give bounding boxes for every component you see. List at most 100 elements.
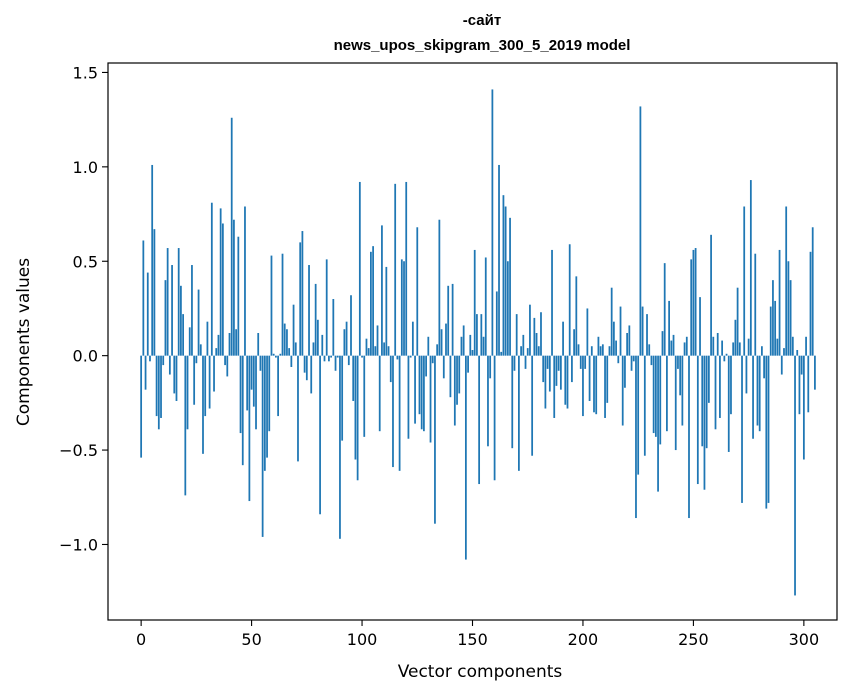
y-tick-label: 0.0 [73, 347, 98, 366]
bar-206 [595, 355, 598, 415]
bar-276 [749, 180, 752, 356]
bar-128 [423, 355, 425, 432]
bar-108 [378, 355, 381, 432]
bar-94 [347, 355, 350, 366]
bar-83 [323, 355, 326, 362]
x-axis-title: Vector components [398, 662, 563, 682]
bar-172 [520, 346, 522, 356]
bar-95 [350, 295, 352, 356]
bar-18 [180, 285, 182, 356]
y-tick-label: −1.0 [59, 535, 98, 554]
bar-81 [319, 355, 321, 515]
bar-268 [732, 342, 735, 356]
y-tick-label: 1.5 [73, 63, 98, 82]
bar-8 [157, 355, 160, 430]
bar-169 [513, 355, 516, 371]
bar-149 [469, 334, 472, 356]
bar-67 [288, 348, 291, 356]
bar-298 [798, 355, 801, 415]
bar-69 [292, 304, 295, 356]
bar-112 [387, 346, 390, 356]
x-tick-label: 300 [789, 630, 820, 649]
bar-296 [794, 355, 796, 596]
bar-290 [780, 355, 783, 375]
bar-301 [805, 336, 807, 356]
bar-192 [564, 355, 567, 405]
bar-264 [723, 355, 726, 362]
bar-303 [809, 251, 812, 356]
bar-168 [511, 355, 514, 449]
bar-167 [509, 217, 511, 356]
bar-113 [389, 355, 392, 383]
bar-40 [228, 333, 231, 356]
bar-98 [356, 355, 359, 481]
bar-137 [442, 355, 445, 379]
bar-10 [162, 355, 165, 366]
bar-35 [217, 334, 220, 356]
bar-198 [577, 344, 580, 356]
x-tick-label: 0 [136, 630, 146, 649]
bar-141 [451, 283, 454, 356]
bar-51 [252, 355, 255, 407]
bar-179 [535, 333, 538, 356]
bar-145 [460, 336, 463, 356]
bar-174 [524, 355, 527, 369]
bar-86 [330, 355, 332, 358]
bar-5 [151, 164, 154, 356]
bar-20 [184, 355, 187, 496]
bar-92 [343, 329, 346, 356]
bar-3 [146, 272, 149, 356]
chart-title-line2: news_upos_skipgram_300_5_2019 model [334, 37, 631, 54]
bars-group [140, 89, 816, 596]
bar-232 [652, 355, 655, 434]
y-tick-label: 0.5 [73, 252, 98, 271]
bar-85 [328, 355, 330, 362]
bar-238 [666, 355, 668, 432]
bar-148 [467, 355, 469, 373]
bar-199 [579, 355, 582, 369]
bar-214 [613, 321, 615, 356]
bar-68 [290, 355, 293, 367]
bar-302 [807, 355, 810, 413]
bar-116 [396, 355, 399, 360]
bar-139 [447, 285, 450, 356]
bar-101 [363, 355, 366, 437]
bar-235 [659, 355, 662, 445]
bar-131 [429, 355, 432, 443]
bar-190 [559, 355, 562, 390]
bar-189 [557, 355, 560, 371]
bar-126 [418, 355, 421, 415]
bar-251 [694, 248, 697, 356]
bar-259 [712, 336, 715, 356]
bar-193 [566, 355, 569, 409]
bar-41 [230, 117, 233, 356]
bar-59 [270, 255, 273, 356]
bar-63 [279, 353, 282, 356]
bar-11 [164, 280, 167, 356]
bar-151 [473, 249, 476, 356]
bar-202 [586, 308, 589, 356]
bar-60 [272, 353, 275, 356]
bar-288 [776, 338, 779, 356]
bar-216 [617, 355, 620, 364]
bar-22 [188, 327, 191, 356]
bar-205 [593, 355, 595, 413]
bar-171 [518, 355, 520, 471]
bar-27 [199, 344, 202, 356]
bar-228 [643, 355, 646, 456]
bar-9 [160, 355, 162, 418]
bar-222 [630, 355, 633, 371]
bar-78 [312, 342, 315, 356]
bar-66 [286, 329, 288, 356]
plot-frame [107, 62, 838, 621]
bar-43 [235, 329, 238, 356]
bar-299 [800, 355, 803, 375]
bar-265 [725, 353, 728, 356]
bar-161 [495, 291, 498, 356]
x-tick-label: 150 [457, 630, 488, 649]
bar-204 [590, 346, 593, 356]
bar-208 [599, 346, 602, 356]
bar-132 [431, 355, 434, 364]
bar-230 [648, 344, 651, 356]
bar-62 [277, 355, 279, 417]
